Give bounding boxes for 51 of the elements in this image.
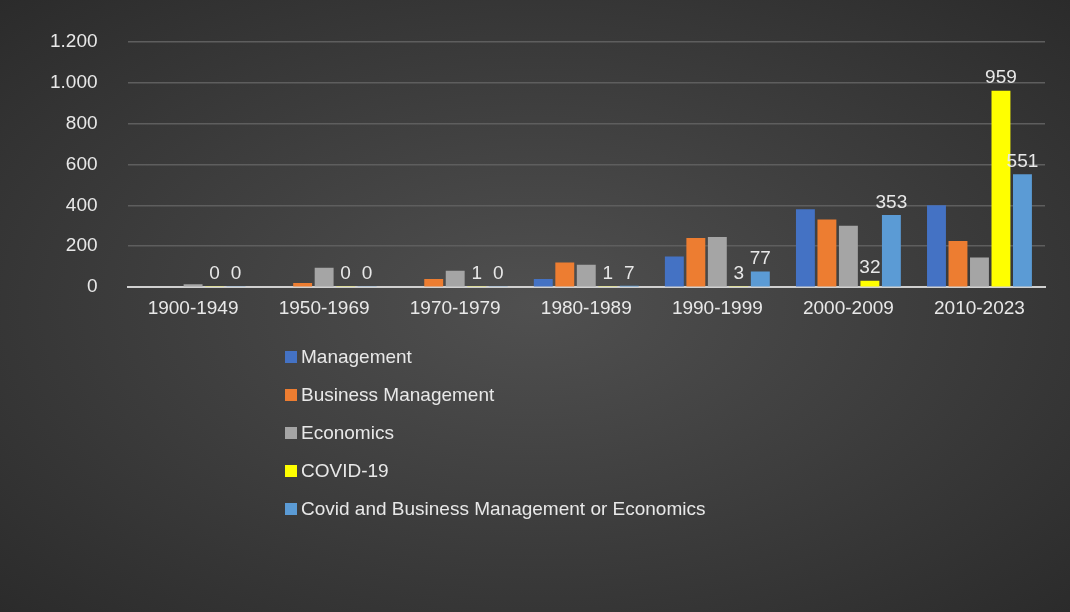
- x-tick-label: 1970-1979: [409, 296, 501, 318]
- data-label: 0: [230, 261, 242, 283]
- bar: [445, 270, 465, 287]
- bar: [927, 205, 946, 287]
- bar: [795, 209, 815, 287]
- bar: [314, 267, 334, 287]
- data-label: 959: [985, 66, 1017, 88]
- data-label: 353: [875, 190, 908, 212]
- y-tick-label: 600: [65, 152, 98, 174]
- y-tick-label: 400: [65, 193, 98, 215]
- bar: [970, 257, 989, 287]
- bar: [424, 279, 444, 287]
- legend-label: Economics: [301, 422, 394, 444]
- data-label: 3: [733, 261, 745, 283]
- bar: [664, 256, 684, 287]
- data-label: 0: [361, 261, 373, 283]
- y-tick-label: 1.200: [50, 29, 98, 51]
- bar: [533, 279, 553, 287]
- data-label: 1: [602, 261, 614, 283]
- legend-label: Business Management: [301, 384, 495, 406]
- x-tick-label: 2000-2009: [802, 296, 894, 318]
- legend-label: Covid and Business Management or Economics: [301, 498, 706, 520]
- bar: [555, 262, 575, 287]
- x-tick-label: 1900-1949: [147, 296, 239, 318]
- bar: [817, 219, 837, 287]
- data-label: 0: [209, 261, 220, 283]
- y-tick-label: 200: [65, 234, 98, 256]
- bar: [1013, 174, 1032, 287]
- data-label: 1: [471, 261, 482, 283]
- bar: [707, 237, 727, 287]
- y-tick-label: 1.000: [50, 70, 98, 92]
- bar: [881, 214, 901, 287]
- legend-label: COVID-19: [301, 460, 389, 482]
- legend-label: Management: [301, 346, 412, 368]
- data-label: 7: [623, 261, 635, 283]
- y-tick-label: 0: [86, 275, 98, 297]
- x-tick-label: 1950-1969: [278, 296, 370, 318]
- x-tick-label: 1980-1989: [540, 296, 632, 318]
- x-tick-label: 1990-1999: [671, 296, 763, 318]
- bar: [948, 241, 968, 287]
- data-label: 0: [340, 261, 351, 283]
- y-tick-label: 800: [65, 111, 98, 133]
- bar: [686, 238, 706, 287]
- bar: [838, 225, 858, 287]
- bar: [750, 271, 770, 287]
- x-tick-label: 2010-2023: [934, 296, 1025, 318]
- data-label: 0: [492, 261, 504, 283]
- data-label: 77: [749, 247, 771, 269]
- bar: [576, 264, 596, 287]
- bar: [293, 283, 313, 287]
- data-label: 32: [859, 256, 881, 278]
